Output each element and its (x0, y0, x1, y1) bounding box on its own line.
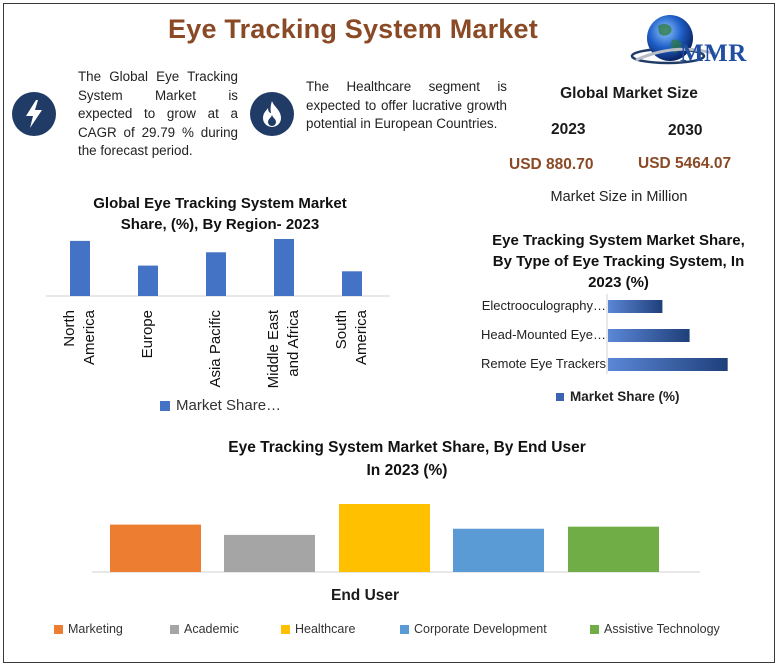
segment-text: The Healthcare segment is expected to of… (306, 79, 507, 131)
type-chart-title: Eye Tracking System Market Share, By Typ… (492, 232, 745, 291)
enduser-legend-item-5: Assistive Technology (590, 622, 720, 636)
enduser-bar-1 (110, 524, 201, 572)
enduser-legend-label: Academic (184, 622, 239, 636)
type-legend-swatch (556, 392, 564, 401)
enduser-legend-swatch (281, 624, 290, 634)
enduser-bar-2 (224, 534, 315, 572)
enduser-legend-label: Assistive Technology (604, 622, 720, 636)
market-size-title: Global Market Size (560, 85, 698, 102)
type-legend: Market Share (%) (556, 389, 680, 404)
enduser-legend-label: Corporate Development (414, 622, 547, 636)
region-bar-4 (274, 239, 294, 296)
flame-icon (263, 101, 281, 127)
region-xlabel-4: Middle East and Africa (261, 310, 307, 400)
flame-badge (250, 92, 294, 136)
region-xlabel-5: South America (329, 310, 375, 400)
year-2023: 2023 (551, 121, 586, 138)
region-xlabel-1: North America (57, 310, 103, 400)
region-bar-2 (138, 265, 158, 296)
enduser-legend-item-2: Academic (170, 622, 239, 636)
region-xlabel-line: Europe (139, 310, 156, 359)
page-title: Eye Tracking System Market (168, 14, 538, 44)
enduser-legend-item-4: Corporate Development (400, 622, 547, 636)
type-legend-label: Market Share (%) (570, 389, 680, 404)
enduser-legend: Marketing Academic Healthcare Corporate Dev… (54, 622, 754, 638)
enduser-chart (92, 504, 700, 573)
type-bar-3 (608, 358, 728, 371)
region-xlabel-line: America (353, 310, 370, 366)
region-chart (46, 239, 390, 297)
region-xlabel-line: America (81, 310, 98, 366)
enduser-legend-swatch (590, 624, 599, 634)
region-legend: Market Share… (160, 397, 281, 414)
mmr-logo: MMR (628, 12, 770, 70)
region-xlabel-line: Middle East (265, 310, 282, 389)
lightning-icon (26, 100, 42, 128)
region-legend-swatch (160, 400, 170, 411)
enduser-legend-swatch (170, 624, 179, 634)
region-legend-label: Market Share… (176, 397, 282, 414)
enduser-legend-swatch (54, 624, 63, 634)
enduser-legend-swatch (400, 624, 409, 634)
year-2030: 2030 (668, 122, 703, 139)
type-ylabel-1: Electrooculography… (481, 298, 606, 313)
value-2030: USD 5464.07 (638, 155, 732, 172)
enduser-chart-title: Eye Tracking System Market Share, By End… (228, 439, 586, 479)
enduser-legend-label: Healthcare (295, 622, 356, 636)
region-xlabel-line: and Africa (285, 310, 302, 377)
type-chart (606, 294, 728, 374)
region-bar-5 (342, 271, 362, 296)
region-chart-title: Global Eye Tracking System Market Share,… (93, 195, 347, 233)
type-bar-2 (608, 329, 690, 342)
region-xlabel-line: North (61, 310, 78, 347)
type-bar-1 (608, 300, 663, 313)
value-2023: USD 880.70 (509, 156, 594, 173)
enduser-legend-item-1: Marketing (54, 622, 123, 636)
type-ylabel-3: Remote Eye Trackers (481, 356, 606, 371)
enduser-bar-4 (453, 528, 544, 572)
region-bar-3 (206, 252, 226, 296)
enduser-bar-5 (568, 526, 659, 572)
enduser-legend-label: Marketing (68, 622, 123, 636)
lightning-badge (12, 92, 56, 136)
region-xlabel-2: Europe (125, 310, 171, 400)
enduser-xlabel: End User (331, 587, 400, 604)
region-xlabel-line: South (333, 310, 350, 350)
enduser-legend-item-3: Healthcare (281, 622, 355, 636)
cagr-text: The Global Eye Tracking System Market is… (78, 69, 238, 158)
logo-text: MMR (680, 40, 747, 67)
type-ylabel-2: Head-Mounted Eye… (480, 327, 606, 342)
region-xlabel-line: Asia Pacific (207, 310, 224, 388)
globe-icon (630, 15, 717, 65)
enduser-bar-3 (339, 504, 430, 572)
market-size-unit: Market Size in Million (550, 189, 688, 205)
region-xlabel-3: Asia Pacific (193, 310, 239, 400)
region-bar-1 (70, 240, 90, 296)
